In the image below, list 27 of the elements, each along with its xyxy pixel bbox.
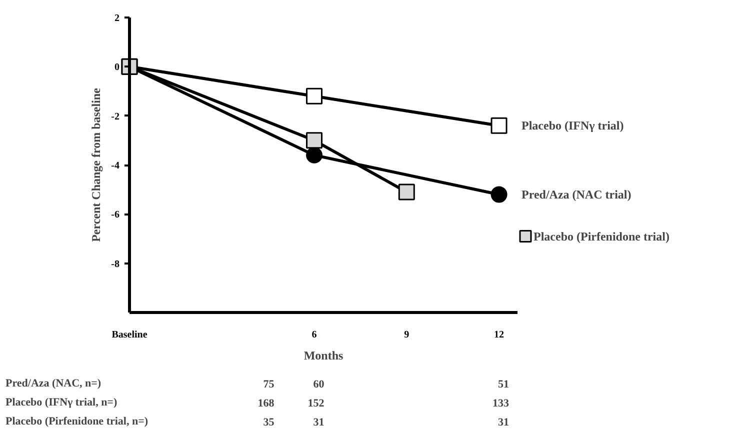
text: Placebo (Pirfenidone trial, n=) (6, 416, 148, 428)
y-tick-label: 2 (114, 13, 120, 24)
text: 133 (492, 398, 510, 410)
text: 35 (263, 416, 275, 428)
text: 168 (258, 398, 275, 410)
x-axis-title: Months (304, 348, 344, 362)
text: Placebo (IFNγ trial, n=) (6, 396, 118, 408)
text: 152 (308, 398, 325, 410)
y-tick-label: 0 (114, 62, 120, 74)
x-tick-label: 9 (404, 330, 410, 340)
series-label: Placebo (IFNγ trial) (522, 118, 624, 133)
text: 31 (498, 416, 510, 428)
x-tick-label: 12 (494, 330, 504, 340)
text: 31 (313, 416, 324, 428)
legend-label: Placebo (Pirfenidone trial) (534, 229, 670, 244)
y-tick-label: -2 (111, 111, 120, 122)
text: 75 (263, 378, 275, 390)
y-tick-label: -6 (111, 210, 120, 221)
text: 60 (313, 378, 325, 390)
y-axis-title: Percent Change from baseline (89, 87, 104, 242)
series-label: Pred/Aza (NAC trial) (522, 188, 632, 202)
text: 51 (498, 378, 510, 390)
y-tick-label: -8 (111, 258, 120, 270)
x-tick-label: 6 (312, 330, 317, 340)
y-tick-label: -4 (111, 160, 120, 172)
text: Pred/Aza (NAC, n=) (6, 378, 102, 390)
x-tick-label: Baseline (112, 330, 148, 340)
